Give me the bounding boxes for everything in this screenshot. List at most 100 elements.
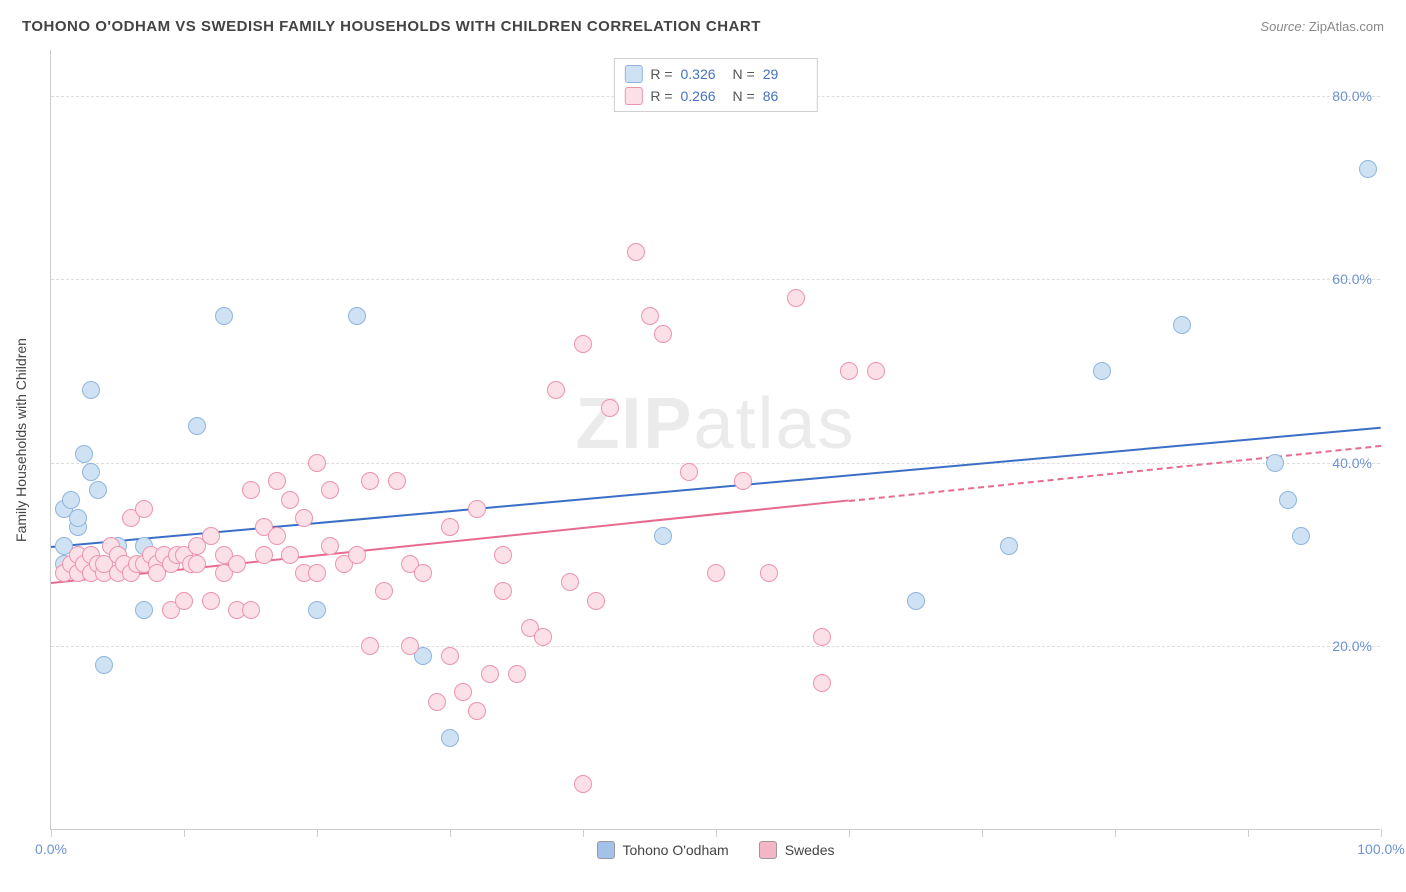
stat-n-value: 29 (763, 66, 807, 82)
data-point (1292, 527, 1310, 545)
watermark-zip: ZIP (575, 384, 693, 464)
x-tick (982, 829, 983, 837)
data-point (95, 656, 113, 674)
legend-item: Swedes (759, 841, 835, 859)
data-point (654, 325, 672, 343)
source-name: ZipAtlas.com (1309, 19, 1384, 34)
data-point (308, 564, 326, 582)
legend-swatch (759, 841, 777, 859)
data-point (388, 472, 406, 490)
data-point (188, 417, 206, 435)
data-point (641, 307, 659, 325)
data-point (348, 307, 366, 325)
header: TOHONO O'ODHAM VS SWEDISH FAMILY HOUSEHO… (22, 18, 1384, 35)
data-point (188, 555, 206, 573)
legend-swatch (624, 65, 642, 83)
data-point (321, 537, 339, 555)
data-point (601, 399, 619, 417)
data-point (481, 665, 499, 683)
data-point (228, 555, 246, 573)
y-tick-label: 20.0% (1332, 638, 1372, 654)
x-tick (716, 829, 717, 837)
trend-line (849, 445, 1381, 502)
legend-stats-box: R =0.326N =29R =0.266N =86 (613, 58, 817, 112)
data-point (308, 601, 326, 619)
chart-title: TOHONO O'ODHAM VS SWEDISH FAMILY HOUSEHO… (22, 18, 761, 35)
data-point (135, 601, 153, 619)
legend-swatch (596, 841, 614, 859)
data-point (281, 546, 299, 564)
data-point (441, 518, 459, 536)
data-point (268, 472, 286, 490)
stat-r-label: R = (650, 66, 672, 82)
data-point (454, 683, 472, 701)
stat-r-value: 0.266 (681, 88, 725, 104)
legend-stat-row: R =0.326N =29 (624, 63, 806, 85)
data-point (82, 381, 100, 399)
legend-stat-row: R =0.266N =86 (624, 85, 806, 107)
data-point (1279, 491, 1297, 509)
legend-swatch (624, 87, 642, 105)
data-point (760, 564, 778, 582)
y-tick-label: 80.0% (1332, 88, 1372, 104)
legend-label: Tohono O'odham (622, 842, 728, 858)
data-point (707, 564, 725, 582)
data-point (787, 289, 805, 307)
data-point (321, 481, 339, 499)
data-point (348, 546, 366, 564)
y-tick-label: 40.0% (1332, 455, 1372, 471)
data-point (255, 546, 273, 564)
data-point (441, 647, 459, 665)
data-point (840, 362, 858, 380)
data-point (69, 509, 87, 527)
x-tick (849, 829, 850, 837)
data-point (242, 481, 260, 499)
scatter-chart: ZIPatlas Family Households with Children… (50, 50, 1380, 830)
data-point (82, 463, 100, 481)
legend-label: Swedes (785, 842, 835, 858)
data-point (1266, 454, 1284, 472)
x-tick (1115, 829, 1116, 837)
x-tick (317, 829, 318, 837)
stat-n-value: 86 (763, 88, 807, 104)
x-tick (1381, 829, 1382, 837)
x-tick-label: 100.0% (1357, 841, 1404, 857)
data-point (215, 307, 233, 325)
watermark: ZIPatlas (575, 383, 855, 465)
data-point (62, 491, 80, 509)
x-tick (1248, 829, 1249, 837)
data-point (561, 573, 579, 591)
data-point (175, 592, 193, 610)
y-axis-label: Family Households with Children (13, 338, 29, 542)
data-point (494, 546, 512, 564)
data-point (202, 592, 220, 610)
data-point (135, 500, 153, 518)
data-point (734, 472, 752, 490)
data-point (468, 702, 486, 720)
data-point (295, 509, 313, 527)
legend-item: Tohono O'odham (596, 841, 728, 859)
stat-n-label: N = (733, 88, 755, 104)
data-point (375, 582, 393, 600)
data-point (75, 445, 93, 463)
data-point (627, 243, 645, 261)
data-point (441, 729, 459, 747)
data-point (1359, 160, 1377, 178)
data-point (654, 527, 672, 545)
x-tick-label: 0.0% (35, 841, 67, 857)
gridline (51, 279, 1380, 280)
stat-n-label: N = (733, 66, 755, 82)
x-tick (184, 829, 185, 837)
gridline (51, 646, 1380, 647)
data-point (813, 628, 831, 646)
data-point (1093, 362, 1111, 380)
x-tick (450, 829, 451, 837)
data-point (242, 601, 260, 619)
legend-series: Tohono O'odham Swedes (596, 841, 834, 859)
data-point (281, 491, 299, 509)
data-point (414, 564, 432, 582)
data-point (268, 527, 286, 545)
data-point (494, 582, 512, 600)
data-point (508, 665, 526, 683)
data-point (574, 775, 592, 793)
